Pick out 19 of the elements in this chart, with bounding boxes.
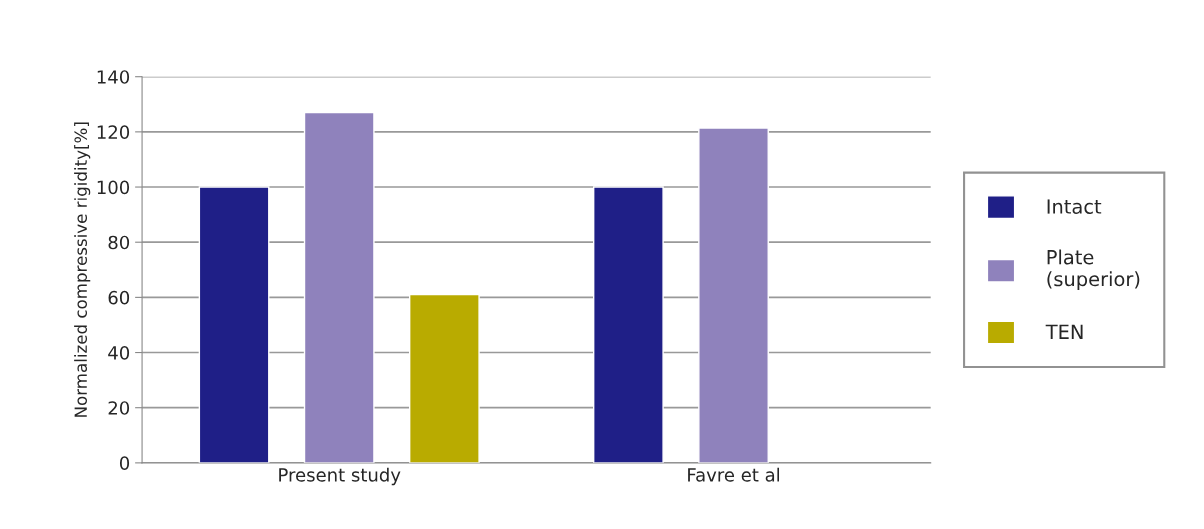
legend-label: Intact xyxy=(1047,199,1102,214)
y-tick-label: 80 xyxy=(108,235,130,250)
bar xyxy=(408,293,480,463)
bar xyxy=(592,186,664,463)
y-tick-label: 20 xyxy=(108,401,130,415)
bar xyxy=(303,111,375,463)
y-tick-label: 40 xyxy=(108,346,130,360)
y-tick-label: 120 xyxy=(97,125,130,139)
y-tick-label: 0 xyxy=(119,456,130,470)
y-tick-label: 140 xyxy=(97,70,130,84)
x-tick-label: Favre et al xyxy=(688,467,780,482)
legend-label: TEN xyxy=(1045,324,1083,339)
y-tick-label: 100 xyxy=(97,180,130,195)
y-axis-title: Normalized compressive rigidity[%] xyxy=(74,122,91,417)
bar xyxy=(698,127,769,463)
x-tick-label: Present study xyxy=(279,467,401,486)
y-tick-label: 60 xyxy=(108,290,130,305)
bar xyxy=(198,186,270,463)
legend-label: Plate (superior) xyxy=(1047,249,1140,291)
